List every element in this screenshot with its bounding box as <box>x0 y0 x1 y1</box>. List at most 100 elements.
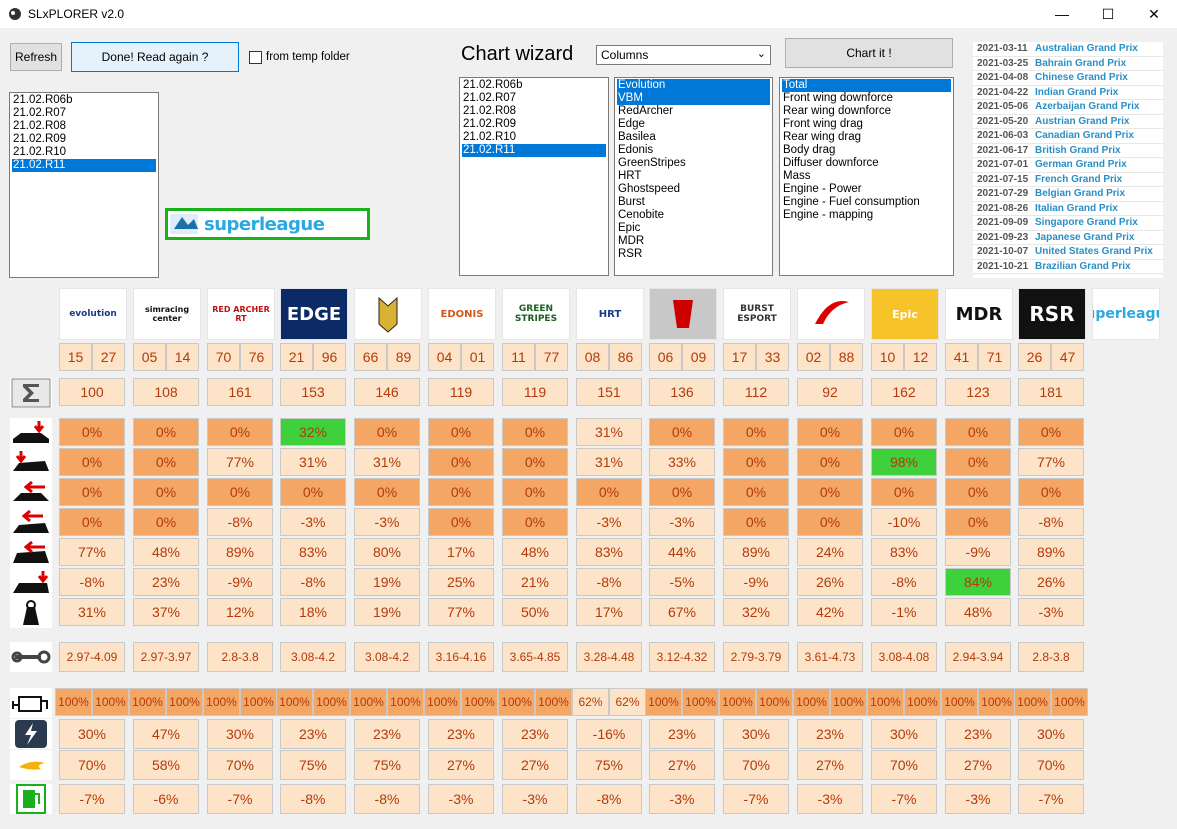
list-item[interactable]: Mass <box>783 170 811 182</box>
list-item[interactable]: Engine - Power <box>783 183 862 195</box>
race-name[interactable]: Italian Grand Prix <box>1035 202 1118 214</box>
list-item[interactable]: Total <box>782 79 951 92</box>
engine-map-cell: 100% <box>129 688 166 716</box>
race-name[interactable]: United States Grand Prix <box>1035 246 1153 258</box>
engine-map-cell: 100% <box>904 688 941 716</box>
list-item[interactable]: Front wing downforce <box>783 92 893 104</box>
list-item[interactable]: 21.02.R10 <box>463 131 517 143</box>
list-item[interactable]: Basilea <box>618 131 656 143</box>
race-name[interactable]: Canadian Grand Prix <box>1035 130 1134 142</box>
race-name[interactable]: Australian Grand Prix <box>1035 43 1138 55</box>
car-number: 12 <box>904 343 937 371</box>
list-item[interactable]: Cenobite <box>618 209 665 221</box>
fuel-cell: 70% <box>207 750 273 780</box>
list-item[interactable]: 21.02.R11 <box>462 144 606 157</box>
list-item[interactable]: Rear wing drag <box>783 131 861 143</box>
list-item[interactable]: Rear wing downforce <box>783 105 892 117</box>
list-item[interactable]: 21.02.R09 <box>13 133 67 145</box>
diff-cell: -8% <box>280 568 346 596</box>
list-item[interactable]: Engine - Fuel consumption <box>783 196 920 208</box>
race-name[interactable]: Austrian Grand Prix <box>1035 115 1130 127</box>
car-number: 76 <box>240 343 273 371</box>
engine-map-cell: 100% <box>682 688 719 716</box>
list-item[interactable]: Evolution <box>617 79 770 92</box>
schedule-row: 2021-06-17 British Grand Prix <box>973 144 1163 158</box>
list-item[interactable]: Body drag <box>783 144 836 156</box>
list-item[interactable]: 21.02.R11 <box>12 159 156 172</box>
race-name[interactable]: Bahrain Grand Prix <box>1035 57 1127 69</box>
list-item[interactable]: 21.02.R09 <box>463 118 517 130</box>
team-logo: Epic <box>871 288 939 340</box>
cons-cell: -3% <box>797 784 863 814</box>
list-item[interactable]: Front wing drag <box>783 118 863 130</box>
list-item[interactable]: GreenStripes <box>618 157 686 169</box>
race-name[interactable]: Chinese Grand Prix <box>1035 72 1128 84</box>
list-item[interactable]: 21.02.R08 <box>13 120 67 132</box>
fwdf-cell: 0% <box>354 418 420 446</box>
list-item[interactable]: 21.02.R08 <box>463 105 517 117</box>
fwdf-cell: 0% <box>1018 418 1084 446</box>
maximize-button[interactable]: ☐ <box>1101 5 1115 22</box>
temp-folder-checkbox[interactable] <box>249 51 262 64</box>
race-name[interactable]: Belgian Grand Prix <box>1035 188 1126 200</box>
engine-map-cell: 100% <box>240 688 277 716</box>
engine-map-cell: 100% <box>313 688 350 716</box>
chart-metrics-list[interactable]: Total Front wing downforce Rear wing downf… <box>779 77 954 276</box>
race-name[interactable]: French Grand Prix <box>1035 173 1123 185</box>
total-cell: 162 <box>871 378 937 406</box>
refresh-button[interactable]: Refresh <box>10 43 62 71</box>
close-button[interactable]: ✕ <box>1148 5 1160 22</box>
team-logo-text: simracing center <box>144 305 190 323</box>
car-number: 15 <box>59 343 92 371</box>
list-item[interactable]: 21.02.R07 <box>463 92 517 104</box>
race-date: 2021-06-17 <box>977 144 1029 156</box>
list-item[interactable]: Ghostspeed <box>618 183 681 195</box>
race-name[interactable]: Azerbaijan Grand Prix <box>1035 101 1140 113</box>
chart-it-button[interactable]: Chart it ! <box>785 38 953 68</box>
list-item[interactable]: Burst <box>618 196 645 208</box>
list-item[interactable]: HRT <box>618 170 642 182</box>
basilea-crest-icon <box>378 296 398 333</box>
versions-list[interactable]: 21.02.R06b 21.02.R07 21.02.R08 21.02.R09 21.… <box>9 92 159 278</box>
list-item[interactable]: 21.02.R10 <box>13 146 67 158</box>
mass-cell: 31% <box>59 598 125 626</box>
list-item[interactable]: Engine - mapping <box>783 209 874 221</box>
rwdf-cell: 98% <box>871 448 937 476</box>
list-item[interactable]: Edge <box>618 118 645 130</box>
car-number: 47 <box>1051 343 1084 371</box>
list-item[interactable]: RedArcher <box>618 105 673 117</box>
list-item[interactable]: 21.02.R06b <box>463 79 523 91</box>
race-name[interactable]: Brazilian Grand Prix <box>1035 260 1131 272</box>
car-number: 77 <box>535 343 568 371</box>
cenobite-swoosh-icon <box>815 300 849 324</box>
minimize-button[interactable]: — <box>1055 6 1069 22</box>
car-number: 01 <box>461 343 494 371</box>
engine-map-cell: 100% <box>498 688 535 716</box>
mass-cell: 19% <box>354 598 420 626</box>
list-item[interactable]: VBM <box>617 92 770 105</box>
fuel-cell: 75% <box>354 750 420 780</box>
list-item[interactable]: Diffuser downforce <box>783 157 879 169</box>
superleague-logo-text: superleague <box>204 213 325 235</box>
read-again-button[interactable]: Done! Read again ? <box>71 42 239 72</box>
chart-teams-list[interactable]: Evolution VBM RedArcher Edge Basilea Edonis Gr… <box>614 77 773 276</box>
list-item[interactable]: MDR <box>618 235 645 247</box>
race-name[interactable]: Japanese Grand Prix <box>1035 231 1135 243</box>
race-name[interactable]: Indian Grand Prix <box>1035 86 1119 98</box>
race-name[interactable]: British Grand Prix <box>1035 144 1121 156</box>
race-name[interactable]: Singapore Grand Prix <box>1035 217 1138 229</box>
list-item[interactable]: 21.02.R07 <box>13 107 67 119</box>
schedule-row: 2021-05-06 Azerbaijan Grand Prix <box>973 100 1163 115</box>
race-name[interactable]: German Grand Prix <box>1035 159 1127 171</box>
schedule-row: 2021-05-20 Austrian Grand Prix <box>973 115 1163 129</box>
list-item[interactable]: RSR <box>618 248 643 260</box>
car-number: 09 <box>682 343 715 371</box>
list-item[interactable]: Edonis <box>618 144 654 156</box>
chart-versions-list[interactable]: 21.02.R06b 21.02.R07 21.02.R08 21.02.R09 21.… <box>459 77 609 276</box>
car-number: 41 <box>945 343 978 371</box>
list-item[interactable]: 21.02.R06b <box>13 94 73 106</box>
chart-type-select[interactable]: Columns ⌄ <box>596 45 771 65</box>
rwdr-cell: -3% <box>280 508 346 536</box>
rwdr-cell: 0% <box>133 508 199 536</box>
list-item[interactable]: Epic <box>618 222 641 234</box>
